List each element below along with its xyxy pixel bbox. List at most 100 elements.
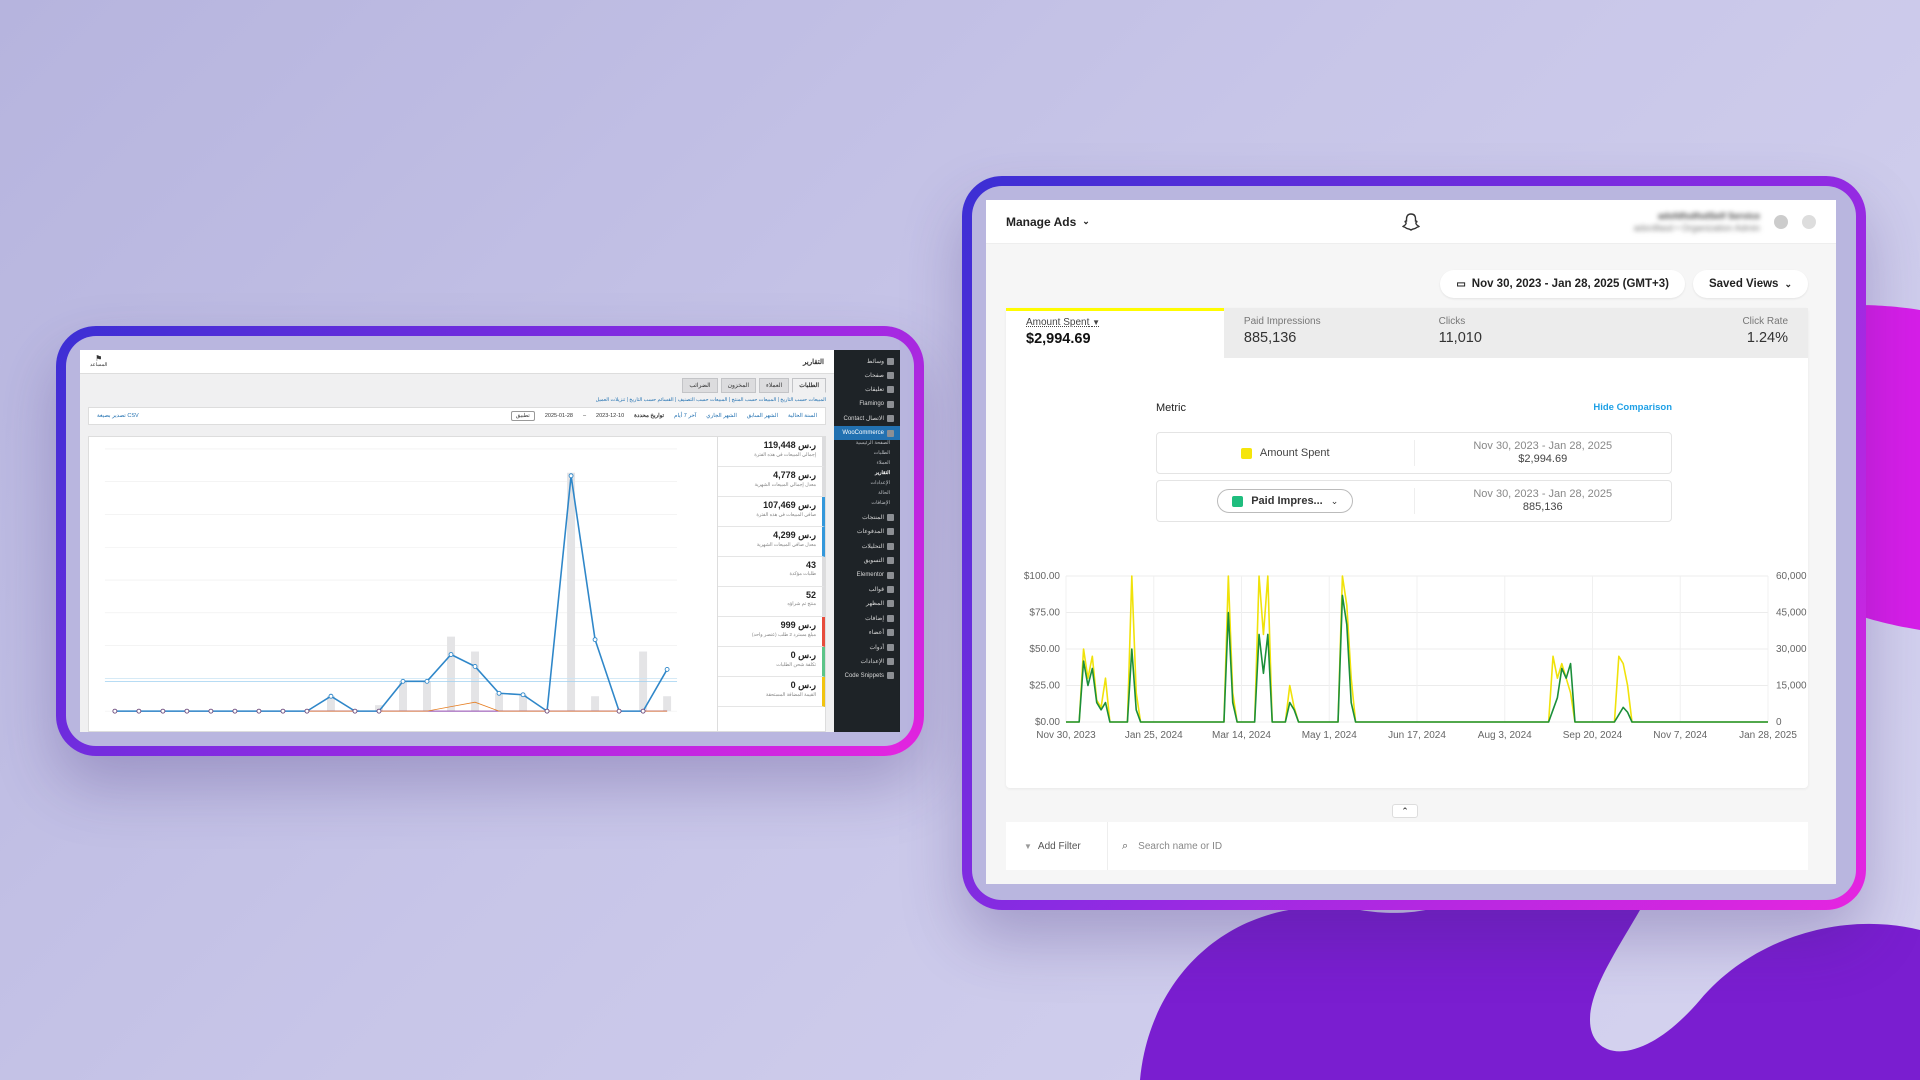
manage-ads-menu[interactable]: Manage Ads ⌄ bbox=[1006, 215, 1090, 229]
data-point[interactable] bbox=[640, 708, 646, 714]
account-role: adsrdfasd • Organization Admin bbox=[1633, 223, 1760, 233]
sidebar-item-main-5[interactable]: WooCommerce bbox=[834, 425, 900, 441]
metric-selector-dropdown[interactable]: Paid Impres... ⌄ bbox=[1217, 489, 1354, 513]
sidebar-subitem-6[interactable]: الإضافات bbox=[871, 500, 890, 507]
data-point[interactable] bbox=[616, 708, 622, 714]
data-point[interactable] bbox=[496, 690, 502, 696]
sidebar-item-more-11[interactable]: Code Snippets bbox=[834, 669, 900, 683]
data-point[interactable] bbox=[232, 708, 238, 714]
range-last-7-days[interactable]: آخر 7 أيام bbox=[674, 413, 697, 419]
data-point[interactable] bbox=[328, 693, 334, 699]
sidebar-item-main-1[interactable]: صفحات bbox=[834, 368, 900, 382]
stat-item-5[interactable]: 52 منتج تم شراؤه bbox=[718, 587, 825, 617]
sidebar-item-main-2[interactable]: تعليقات bbox=[834, 383, 900, 397]
sidebar-subitem-5[interactable]: الحالة bbox=[878, 490, 890, 497]
tab-taxes[interactable]: الضرائب bbox=[682, 378, 718, 393]
saved-views-dropdown[interactable]: Saved Views ⌄ bbox=[1692, 270, 1808, 298]
stat-item-8[interactable]: 0 ر.س القيمة المضافة المستحقة bbox=[718, 677, 825, 707]
stat-item-0[interactable]: 119,448 ر.س إجمالي المبيعات في هذه الفترة bbox=[718, 437, 825, 467]
y-left-tick-label: $25.00 bbox=[1029, 681, 1060, 692]
sidebar-item-more-4[interactable]: Elementor bbox=[834, 568, 900, 582]
y-right-tick-label: 60,000 bbox=[1776, 571, 1807, 582]
data-point[interactable] bbox=[136, 708, 142, 714]
stat-item-1[interactable]: 4,778 ر.س معدل إجمالي المبيعات الشهرية bbox=[718, 467, 825, 497]
data-point[interactable] bbox=[208, 708, 214, 714]
stat-item-6[interactable]: 999 ر.س مبلغ مسترد 2 طلب (عنصر واحد) bbox=[718, 617, 825, 647]
sidebar-item-more-9[interactable]: أدوات bbox=[834, 640, 900, 654]
data-point[interactable] bbox=[568, 473, 574, 479]
stat-item-7[interactable]: 0 ر.س تكلفة شحن الطلبات bbox=[718, 647, 825, 677]
wc-subnav[interactable]: المبيعات حسب التاريخ | المبيعات حسب المن… bbox=[595, 397, 826, 403]
stat-item-2[interactable]: 107,469 ر.س صافي المبيعات في هذه الفترة bbox=[718, 497, 825, 527]
data-point[interactable] bbox=[304, 708, 310, 714]
data-point[interactable] bbox=[256, 708, 262, 714]
data-point[interactable] bbox=[664, 666, 670, 672]
sidebar-item-more-8[interactable]: أعضاء bbox=[834, 625, 900, 639]
apply-button[interactable]: تطبيق bbox=[510, 411, 535, 421]
data-point[interactable] bbox=[160, 708, 166, 714]
kpi-clicks[interactable]: Clicks 11,010 bbox=[1419, 308, 1614, 358]
date-to-input[interactable]: 2025-01-28 bbox=[544, 413, 573, 419]
stat-value: 107,469 ر.س bbox=[763, 500, 816, 510]
data-point[interactable] bbox=[280, 708, 286, 714]
stat-item-3[interactable]: 4,299 ر.س معدل صافي المبيعات الشهرية bbox=[718, 527, 825, 557]
data-point[interactable] bbox=[448, 652, 454, 657]
date-range-picker[interactable]: ▭ Nov 30, 2023 - Jan 28, 2025 (GMT+3) bbox=[1440, 270, 1685, 298]
sidebar-item-more-6[interactable]: المظهر bbox=[834, 597, 900, 611]
sidebar-item-main-3[interactable]: Flamingo bbox=[834, 397, 900, 411]
search-input[interactable]: ⌕ Search name or ID bbox=[1108, 840, 1222, 853]
data-point[interactable] bbox=[424, 678, 430, 684]
sidebar-item-more-0[interactable]: المنتجات bbox=[834, 510, 900, 524]
sidebar-item-more-2[interactable]: التحليلات bbox=[834, 539, 900, 553]
sidebar-subitem-0[interactable]: الصفحة الرئيسية bbox=[855, 440, 890, 447]
menu-icon bbox=[887, 514, 894, 522]
add-filter-button[interactable]: ▼ Add Filter bbox=[1006, 822, 1108, 870]
snap-content: ▭ Nov 30, 2023 - Jan 28, 2025 (GMT+3) Sa… bbox=[986, 244, 1836, 884]
data-point[interactable] bbox=[352, 708, 358, 714]
range-last-month[interactable]: الشهر السابق bbox=[746, 413, 779, 419]
sidebar-item-main-4[interactable]: Contact الاتصال bbox=[834, 412, 900, 426]
collapse-chart-button[interactable]: ⌃ bbox=[1392, 804, 1418, 818]
sidebar-item-more-1[interactable]: المدفوعات bbox=[834, 525, 900, 539]
data-point[interactable] bbox=[472, 664, 478, 669]
stat-value: 4,299 ر.س bbox=[773, 530, 816, 540]
data-point[interactable] bbox=[376, 708, 382, 714]
sidebar-subitem-2[interactable]: العملاء bbox=[876, 460, 890, 467]
sidebar-item-more-3[interactable]: التسويق bbox=[834, 554, 900, 568]
data-point[interactable] bbox=[184, 708, 190, 714]
sidebar-subitem-1[interactable]: الطلبات bbox=[873, 450, 890, 457]
tab-stock[interactable]: المخزون bbox=[720, 378, 757, 393]
account-switcher[interactable]: adsfdfsdfsdSelf Service adsrdfasd • Orga… bbox=[1634, 210, 1760, 234]
help-icon[interactable] bbox=[1774, 215, 1788, 229]
range-custom[interactable]: تواريخ محددة bbox=[634, 413, 665, 419]
data-point[interactable] bbox=[592, 637, 598, 643]
data-point[interactable] bbox=[400, 678, 406, 684]
settings-icon[interactable] bbox=[1802, 215, 1816, 229]
sidebar-item-main-0[interactable]: وسائط bbox=[834, 354, 900, 368]
snapchat-ghost-icon[interactable] bbox=[1401, 212, 1421, 232]
sidebar-item-more-7[interactable]: إضافات bbox=[834, 611, 900, 625]
range-this-month[interactable]: الشهر الجاري bbox=[706, 413, 737, 419]
data-point[interactable] bbox=[544, 708, 550, 714]
kpi-paid-impressions[interactable]: Paid Impressions 885,136 bbox=[1224, 308, 1419, 358]
wc-assistant[interactable]: ⚑ المساعد bbox=[90, 353, 108, 368]
woocommerce-screen: ⚑ المساعد التقارير الضرائب المخزون العمل… bbox=[80, 350, 900, 732]
kpi-click-rate[interactable]: Click Rate 1.24% bbox=[1613, 308, 1808, 358]
date-from-input[interactable]: 2023-12-10 bbox=[596, 413, 625, 419]
sidebar-subitem-3[interactable]: التقارير bbox=[874, 470, 890, 477]
menu-icon bbox=[887, 672, 894, 680]
sidebar-item-more-5[interactable]: قوالب bbox=[834, 582, 900, 596]
export-csv-button[interactable]: تصدير بصيغة CSV bbox=[97, 413, 139, 419]
sidebar-item-more-10[interactable]: الإعدادات bbox=[834, 654, 900, 668]
tab-orders[interactable]: الطلبات bbox=[792, 378, 826, 393]
stat-item-4[interactable]: 43 طلبات مؤكدة bbox=[718, 557, 825, 587]
data-point[interactable] bbox=[520, 692, 526, 698]
sidebar-item-label: التسويق bbox=[863, 558, 884, 565]
sidebar-subitem-4[interactable]: الإعدادات bbox=[870, 480, 890, 487]
menu-icon bbox=[887, 600, 894, 608]
tab-customers[interactable]: العملاء bbox=[759, 378, 790, 393]
data-point[interactable] bbox=[112, 708, 118, 714]
range-year[interactable]: السنة الحالية bbox=[788, 413, 817, 419]
hide-comparison-link[interactable]: Hide Comparison bbox=[1593, 402, 1672, 413]
kpi-amount-spent[interactable]: Amount Spent ▼ $2,994.69 bbox=[1006, 308, 1224, 358]
